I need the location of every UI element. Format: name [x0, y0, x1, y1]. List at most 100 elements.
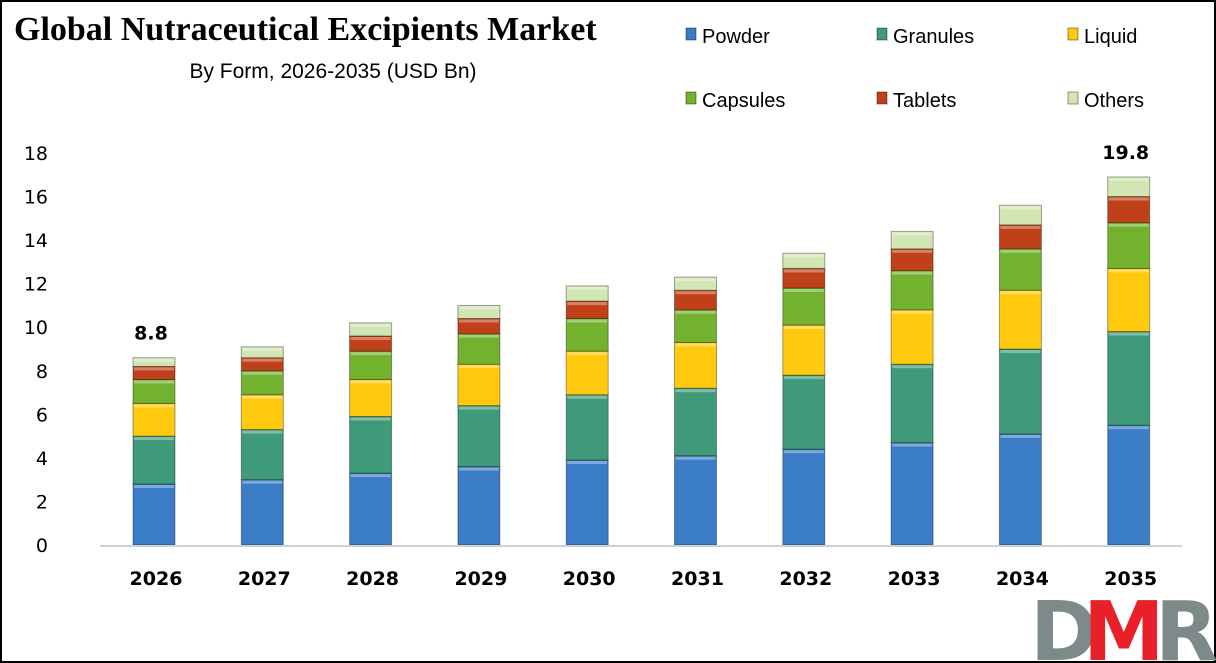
bar-segment-others [674, 276, 717, 291]
legend-label: Granules [893, 26, 974, 48]
legend-item-powder: Powder [685, 26, 770, 48]
bar-segment-highlight [675, 310, 716, 314]
bar-segment-highlight [892, 310, 933, 314]
bar-segment-highlight [242, 480, 283, 484]
bar-segment-granules [240, 429, 284, 481]
bar-segment-others [998, 204, 1042, 226]
bar-segment-liquid [349, 378, 393, 418]
bar-segment-granules [674, 387, 717, 457]
bar-segment-highlight [350, 380, 391, 384]
bar-segment-highlight [1108, 177, 1149, 181]
legend-item-granules: Granules [876, 26, 974, 48]
legend-swatch [876, 27, 888, 41]
legend-item-others: Others [1067, 90, 1144, 112]
dmr-logo: D M R [1030, 585, 1216, 663]
bar-segment-powder [782, 448, 826, 546]
bar-segment-liquid [565, 350, 609, 396]
bar-segment-others [132, 357, 176, 367]
bar-stack-2026 [132, 357, 176, 546]
legend-label: Liquid [1084, 26, 1137, 48]
data-labels: 8.8 19.8 [134, 142, 1149, 345]
bar-segment-highlight [1108, 426, 1149, 430]
bar-segment-highlight [458, 334, 499, 338]
x-tick-label: 2035 [1104, 568, 1157, 590]
bar-segment-liquid [132, 402, 176, 437]
legend-item-tablets: Tablets [876, 90, 956, 112]
chart-subtitle: By Form, 2026-2035 (USD Bn) [189, 60, 476, 83]
legend-label: Tablets [893, 90, 956, 112]
x-tick-label: 2028 [346, 568, 399, 590]
bar-segment-powder [349, 472, 393, 546]
bar-segment-highlight [458, 365, 499, 369]
x-tick-label: 2030 [563, 568, 616, 590]
bar-segment-highlight [350, 336, 391, 340]
bar-segment-others [457, 304, 501, 320]
y-tick-label: 8 [36, 361, 48, 383]
bar-segment-highlight [1000, 225, 1041, 229]
bar-segment-highlight [134, 358, 174, 362]
bar-segment-highlight [675, 389, 716, 393]
bar-segment-liquid [890, 309, 934, 365]
bar-segment-others [1107, 176, 1151, 198]
bar-segment-highlight [458, 467, 499, 471]
bar-segment-powder [890, 442, 934, 546]
bar-segment-highlight [134, 485, 174, 489]
y-tick-label: 10 [24, 317, 48, 339]
logo-letter-r: R [1155, 585, 1216, 663]
bar-segment-highlight [350, 417, 391, 421]
bar-segment-highlight [783, 269, 824, 273]
x-tick-label: 2029 [454, 568, 507, 590]
bar-segment-highlight [242, 358, 283, 362]
x-axis: 2026 2027 2028 2029 2030 2031 2032 2033 2034 2035 [130, 568, 1158, 590]
data-label: 19.8 [1102, 142, 1149, 164]
bar-segment-highlight [892, 365, 933, 369]
y-tick-label: 0 [36, 535, 48, 557]
bar-segment-others [240, 346, 284, 359]
bar-segment-liquid [782, 324, 826, 376]
bars [132, 176, 1151, 546]
bar-segment-highlight [892, 232, 933, 236]
bar-segment-highlight [350, 474, 391, 478]
legend: Powder Granules Liquid Capsules Tablets Other… [685, 26, 1144, 112]
bar-segment-others [890, 230, 934, 250]
bar-segment-capsules [349, 350, 393, 380]
bar-segment-highlight [1108, 332, 1149, 336]
bar-segment-others [349, 322, 393, 337]
y-tick-label: 14 [24, 230, 48, 252]
bar-segment-highlight [675, 278, 716, 282]
bar-segment-highlight [242, 395, 283, 399]
bar-segment-highlight [675, 343, 716, 347]
bar-stack-2032 [782, 252, 826, 546]
bar-segment-highlight [1000, 350, 1041, 353]
bar-segment-highlight [783, 289, 824, 293]
bar-segment-capsules [890, 270, 934, 311]
bar-segment-liquid [457, 363, 501, 407]
bar-segment-highlight [1000, 434, 1041, 438]
x-tick-label: 2031 [671, 568, 724, 590]
bar-segment-highlight [242, 371, 283, 375]
bar-segment-highlight [567, 395, 608, 399]
x-tick-label: 2026 [130, 568, 183, 590]
bar-segment-highlight [1000, 291, 1041, 295]
bar-segment-tablets [1107, 196, 1151, 224]
bar-segment-granules [132, 435, 176, 485]
bar-segment-highlight [458, 319, 499, 323]
bar-segment-highlight [892, 271, 933, 275]
bar-segment-granules [782, 374, 826, 450]
bar-segment-capsules [565, 318, 609, 352]
bar-segment-highlight [134, 437, 174, 441]
bar-segment-capsules [1107, 222, 1151, 269]
bar-segment-powder [565, 459, 609, 546]
x-tick-label: 2033 [888, 568, 941, 590]
bar-segment-highlight [458, 406, 499, 410]
bar-segment-powder [132, 483, 176, 546]
bar-segment-highlight [1000, 206, 1041, 210]
bar-stack-2030 [565, 285, 609, 546]
bar-segment-powder [1107, 424, 1151, 546]
bar-stack-2034 [998, 204, 1042, 546]
bar-segment-highlight [783, 254, 824, 258]
bar-segment-highlight [675, 291, 716, 295]
bar-segment-liquid [674, 341, 717, 389]
bar-segment-powder [457, 466, 501, 546]
